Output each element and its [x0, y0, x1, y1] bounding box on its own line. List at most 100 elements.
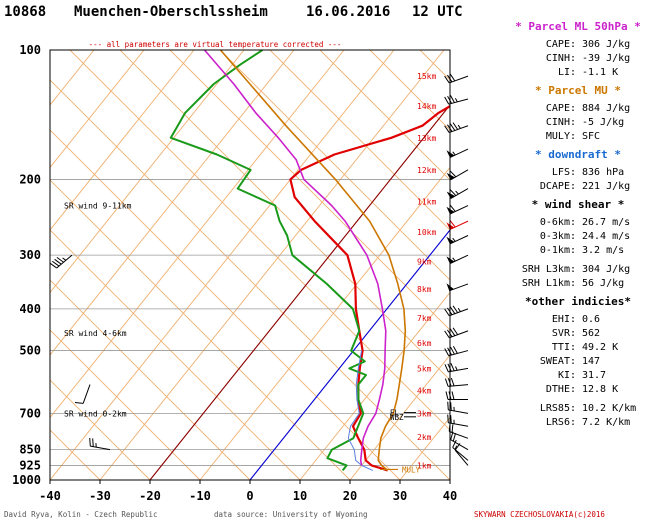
panel-heading-mu: * Parcel MU * [535, 84, 621, 97]
temperature-tick-label: -30 [89, 489, 111, 503]
panel-heading-ml: * Parcel ML 50hPa * [515, 20, 641, 33]
barb-staff [452, 447, 469, 461]
sounding-date: 16.06.2016 [306, 4, 390, 20]
wind-barb [445, 391, 468, 401]
barb-full [449, 73, 456, 82]
panel-value-other: 562 [582, 328, 600, 339]
barb-half [452, 257, 456, 262]
barb-full [450, 402, 452, 411]
barb-full [452, 305, 459, 313]
barb-staff [450, 188, 469, 199]
wind-barb [446, 169, 469, 181]
isotherm-line [50, 50, 295, 356]
barb-staff [449, 220, 469, 231]
barb-half [454, 97, 458, 103]
barb-full [444, 348, 450, 356]
panel-key-mu: CAPE: [546, 103, 576, 114]
panel-key-other: KI: [558, 370, 576, 381]
sr-wind-hodographs [49, 254, 111, 451]
panel-key-other: DTHE: [546, 384, 576, 395]
dry-adiabat-line [50, 179, 351, 480]
height-label: 9km [417, 257, 432, 266]
barb-staff [90, 445, 111, 451]
barb-staff [448, 367, 469, 373]
barb-full [452, 433, 457, 442]
wind-barb [444, 73, 469, 84]
temperature-tick-label: 30 [393, 489, 407, 503]
barb-full [452, 122, 459, 130]
panel-key-mu: CINH: [546, 117, 576, 128]
dry-adiabat-line [50, 329, 201, 480]
barb-full [449, 189, 457, 196]
dry-adiabat-line [369, 50, 450, 131]
panel-key-other: EHI: [552, 314, 576, 325]
panel-value-downdraft: 836 hPa [582, 167, 624, 178]
barb-full [449, 170, 457, 178]
sr-wind-label: SR wind 4-6km [64, 329, 127, 338]
panel-key-other: SWEAT: [540, 356, 576, 367]
barb-full [451, 424, 454, 433]
height-label: 1km [417, 461, 432, 470]
panel-key-other: LRS6: [546, 417, 576, 428]
temperature-tick-label: 0 [246, 489, 253, 503]
barb-full [49, 262, 57, 269]
panel-value-other: 147 [582, 356, 600, 367]
panel-key-shear: 0-3km: [540, 231, 576, 242]
barb-staff [448, 409, 469, 414]
height-label: 14km [417, 102, 436, 111]
height-label: 8km [417, 285, 432, 294]
isotherm-line [199, 166, 450, 480]
panel-value-other: 7.2 K/km [582, 417, 630, 428]
level-mark-label: EL [390, 409, 400, 418]
footer-copyright: SKYWARN CZECHOSLOVAKIA(c)2016 [474, 510, 605, 519]
barb-flag [446, 172, 456, 180]
height-label: 4km [417, 387, 432, 396]
panel-key-shear: SRH L1km: [522, 278, 576, 289]
wind-barb [444, 345, 469, 357]
sounding-curves [169, 50, 450, 472]
isotherm-line [50, 50, 395, 480]
panel-key-ml: CINH: [546, 53, 576, 64]
highlighted-isotherms [149, 104, 450, 480]
panel-key-shear: SRH L3km: [522, 264, 576, 275]
panel-value-other: 12.8 K [582, 384, 618, 395]
level-mark-label: WBZ [390, 413, 404, 422]
barb-half [62, 257, 67, 261]
panel-key-other: TTI: [552, 342, 576, 353]
barb-staff [56, 254, 73, 269]
muly-label: MULY [402, 465, 421, 474]
panel-value-ml: 306 J/kg [582, 39, 630, 50]
panel-value-other: 0.6 [582, 314, 600, 325]
panel-key-shear: 0-6km: [540, 217, 576, 228]
pressure-tick-label: 400 [19, 302, 41, 316]
panel-value-other: 49.2 K [582, 342, 618, 353]
panel-value-shear: 304 J/kg [582, 264, 630, 275]
panel-heading-shear: * wind shear * [532, 198, 625, 211]
panel-key-ml: LI: [558, 67, 576, 78]
panel-key-ml: CAPE: [546, 39, 576, 50]
dry-adiabat-line [50, 229, 301, 480]
barb-staff [448, 350, 469, 357]
temperature-tick-label: -20 [139, 489, 161, 503]
barb-staff [448, 384, 469, 387]
station-id: 10868 [4, 4, 46, 20]
temperature-tick-label: 20 [343, 489, 357, 503]
height-label: 5km [417, 364, 432, 373]
barb-staff [449, 283, 469, 292]
barb-full [447, 414, 449, 423]
barb-half [457, 307, 461, 312]
barb-staff [448, 98, 469, 105]
isotherm-line [50, 50, 195, 231]
isotherm-line [99, 50, 445, 480]
sr-wind-barb [89, 437, 111, 451]
barb-staff [448, 422, 469, 427]
barb-staff [449, 254, 469, 265]
height-label: 2km [417, 433, 432, 442]
panel-key-other: SVR: [552, 328, 576, 339]
parcel-mu-curve [219, 50, 407, 472]
panel-value-mu: SFC [582, 131, 600, 142]
barb-flag [446, 191, 456, 199]
height-label: 15km [417, 72, 436, 81]
panel-value-mu: 884 J/kg [582, 103, 630, 114]
